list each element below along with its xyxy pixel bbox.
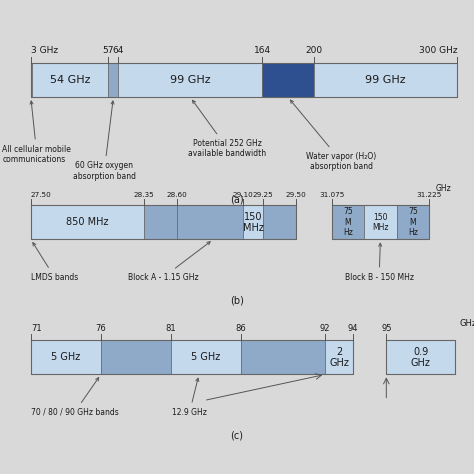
Bar — [243, 205, 263, 239]
Text: 5 GHz: 5 GHz — [51, 352, 81, 363]
Text: (a): (a) — [230, 194, 244, 204]
Bar — [364, 205, 397, 239]
Text: Potential 252 GHz
available bandwidth: Potential 252 GHz available bandwidth — [189, 100, 266, 158]
Text: 95: 95 — [381, 324, 392, 333]
Text: Block B - 150 MHz: Block B - 150 MHz — [345, 243, 414, 282]
Text: 200: 200 — [305, 46, 322, 55]
Bar — [177, 205, 243, 239]
Text: 92: 92 — [320, 324, 330, 333]
Text: LMDS bands: LMDS bands — [31, 243, 78, 282]
Bar — [397, 205, 429, 239]
Bar — [314, 63, 457, 97]
Text: (b): (b) — [230, 295, 244, 305]
Text: Water vapor (H₂O)
absorption band: Water vapor (H₂O) absorption band — [291, 100, 376, 171]
Text: 60 GHz oxygen
absorption band: 60 GHz oxygen absorption band — [73, 101, 136, 181]
Bar — [118, 63, 262, 97]
Bar — [171, 340, 241, 374]
Bar — [325, 340, 353, 374]
Bar — [32, 63, 109, 97]
Text: 164: 164 — [254, 46, 271, 55]
Bar — [31, 205, 296, 239]
Bar — [31, 63, 457, 97]
Text: 31.225: 31.225 — [416, 191, 442, 198]
Text: 0.9
GHz: 0.9 GHz — [411, 346, 430, 368]
Text: 29.50: 29.50 — [286, 191, 307, 198]
Text: 27.50: 27.50 — [31, 191, 52, 198]
Text: 300 GHz: 300 GHz — [419, 46, 457, 55]
Text: GHz: GHz — [435, 184, 451, 193]
Bar — [31, 340, 101, 374]
Bar — [332, 205, 429, 239]
Text: 28.60: 28.60 — [166, 191, 187, 198]
Text: 64: 64 — [113, 46, 124, 55]
Text: All cellular mobile
communications: All cellular mobile communications — [2, 101, 71, 164]
Text: 99 GHz: 99 GHz — [365, 75, 406, 85]
Text: (c): (c) — [230, 430, 244, 440]
Bar — [31, 205, 144, 239]
Text: 31.075: 31.075 — [319, 191, 345, 198]
Text: 850 MHz: 850 MHz — [66, 217, 109, 228]
Text: 76: 76 — [95, 324, 106, 333]
Text: 3 GHz: 3 GHz — [31, 46, 58, 55]
Bar — [386, 340, 455, 374]
Text: Block A - 1.15 GHz: Block A - 1.15 GHz — [128, 242, 210, 282]
Text: 99 GHz: 99 GHz — [170, 75, 210, 85]
Bar — [31, 340, 353, 374]
Bar — [31, 63, 32, 97]
Text: 86: 86 — [236, 324, 246, 333]
Text: 150
MHz: 150 MHz — [243, 211, 264, 233]
Text: 54 GHz: 54 GHz — [50, 75, 90, 85]
Text: 75
M
Hz: 75 M Hz — [408, 208, 418, 237]
Text: 81: 81 — [165, 324, 176, 333]
Text: 29.25: 29.25 — [253, 191, 273, 198]
Text: 28.35: 28.35 — [133, 191, 154, 198]
Text: 94: 94 — [348, 324, 358, 333]
Bar — [241, 340, 325, 374]
Bar — [101, 340, 171, 374]
Text: 71: 71 — [31, 324, 41, 333]
Bar — [262, 63, 314, 97]
Text: 12.9 GHz: 12.9 GHz — [172, 378, 207, 417]
Text: 75
M
Hz: 75 M Hz — [343, 208, 353, 237]
Text: 2
GHz: 2 GHz — [329, 346, 349, 368]
Bar — [386, 340, 455, 374]
Text: 70 / 80 / 90 GHz bands: 70 / 80 / 90 GHz bands — [31, 378, 118, 417]
Bar — [263, 205, 296, 239]
Bar — [332, 205, 364, 239]
Text: 150
MHz: 150 MHz — [372, 213, 389, 232]
Text: GHz: GHz — [460, 319, 474, 328]
Text: 29.10: 29.10 — [233, 191, 254, 198]
Text: 5 GHz: 5 GHz — [191, 352, 220, 363]
Bar — [109, 63, 118, 97]
Bar — [144, 205, 177, 239]
Text: 57: 57 — [103, 46, 114, 55]
